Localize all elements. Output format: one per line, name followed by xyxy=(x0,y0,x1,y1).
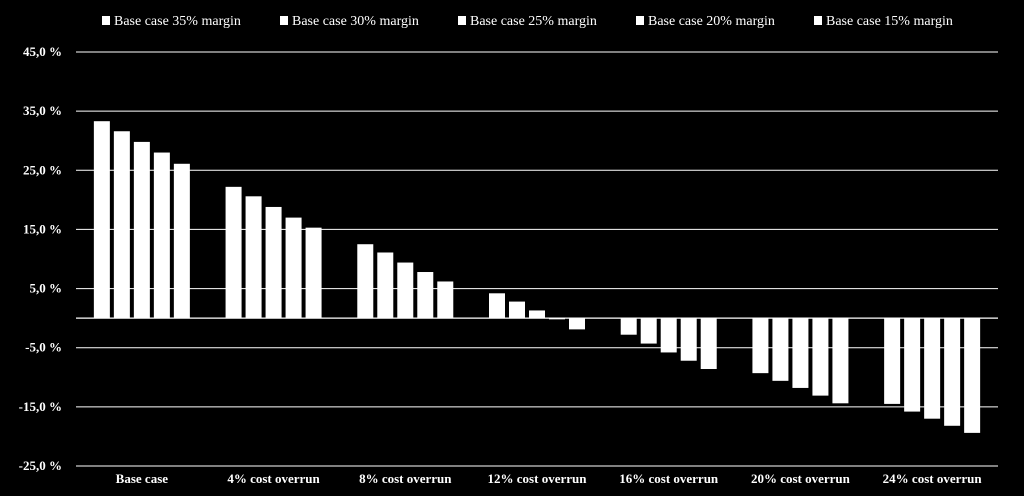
legend-entry: Base case 30% margin xyxy=(292,14,419,29)
bar xyxy=(93,121,110,319)
bar xyxy=(397,262,414,319)
bar xyxy=(620,318,637,335)
bar xyxy=(377,252,394,319)
x-category-label: 12% cost overrun xyxy=(488,471,588,486)
bar xyxy=(529,310,545,319)
legend-entry: Base case 35% margin xyxy=(114,14,241,29)
y-tick-label: 35,0 % xyxy=(23,103,62,118)
bar xyxy=(680,318,697,361)
legend-entry: Base case 25% margin xyxy=(470,14,597,29)
bar xyxy=(265,206,282,319)
bar xyxy=(569,318,585,330)
bar xyxy=(752,318,769,374)
y-tick-label: 15,0 % xyxy=(23,221,62,236)
bar xyxy=(549,318,565,320)
y-tick-label: -5,0 % xyxy=(25,340,62,355)
bar xyxy=(944,318,961,426)
bar xyxy=(812,318,829,396)
legend-swatch xyxy=(102,16,110,25)
bar xyxy=(357,244,374,319)
y-tick-label: 45,0 % xyxy=(23,44,62,59)
bar xyxy=(417,272,434,319)
bar xyxy=(660,318,677,353)
bar xyxy=(884,318,901,404)
bars xyxy=(93,121,981,433)
legend-swatch xyxy=(458,16,466,25)
bar xyxy=(133,141,150,319)
x-category-label: 20% cost overrun xyxy=(751,471,851,486)
legend-swatch xyxy=(636,16,644,25)
bar xyxy=(113,131,130,319)
legend-entry: Base case 20% margin xyxy=(648,14,775,29)
bar xyxy=(225,186,242,319)
legend-entry: Base case 15% margin xyxy=(826,14,953,29)
gridlines xyxy=(76,51,998,467)
y-tick-label: 25,0 % xyxy=(23,162,62,177)
bar xyxy=(924,318,941,419)
bar xyxy=(772,318,789,381)
bar xyxy=(904,318,921,412)
x-category-label: Base case xyxy=(116,471,169,486)
bar xyxy=(173,163,190,319)
bar xyxy=(489,293,505,319)
bar xyxy=(640,318,657,344)
bar xyxy=(964,318,981,433)
legend-swatch xyxy=(814,16,822,25)
x-category-label: 8% cost overrun xyxy=(359,471,452,486)
x-axis-labels: Base case 4% cost overrun 8% cost overrun 1… xyxy=(116,471,983,486)
bar xyxy=(832,318,849,404)
bar xyxy=(305,227,322,319)
bar xyxy=(700,318,717,370)
bar xyxy=(437,281,454,319)
legend: Base case 35% margin Base case 30% margin… xyxy=(102,14,953,29)
bar xyxy=(792,318,809,388)
y-axis-ticks: 45,0 % 35,0 % 25,0 % 15,0 % 5,0 % -5,0 % -15,0… xyxy=(19,44,62,473)
bar xyxy=(153,152,170,319)
bar xyxy=(285,217,302,319)
bar xyxy=(245,196,262,319)
bar xyxy=(509,301,525,319)
x-category-label: 4% cost overrun xyxy=(227,471,320,486)
y-tick-label: -25,0 % xyxy=(19,458,62,473)
y-tick-label: -15,0 % xyxy=(19,399,62,414)
legend-swatch xyxy=(280,16,288,25)
x-category-label: 24% cost overrun xyxy=(883,471,983,486)
y-tick-label: 5,0 % xyxy=(30,281,63,296)
x-category-label: 16% cost overrun xyxy=(619,471,719,486)
